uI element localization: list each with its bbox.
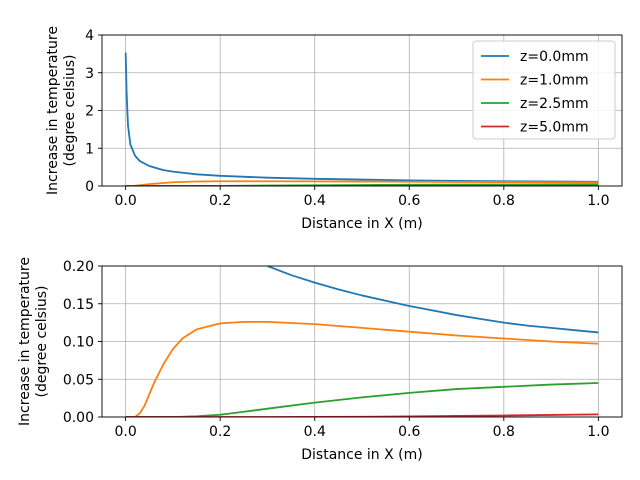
x-axis-label: Distance in X (m): [301, 216, 422, 232]
y-tick-label: 0.15: [63, 297, 94, 313]
x-tick-label: 0.4: [304, 424, 326, 440]
y-tick-label: 3: [85, 66, 94, 82]
x-tick-label: 0.0: [115, 193, 137, 209]
y-tick-label: 4: [85, 28, 94, 44]
legend-label: z=1.0mm: [520, 73, 589, 89]
x-tick-label: 0.2: [209, 193, 231, 209]
y-tick-label: 0.10: [63, 335, 94, 351]
x-tick-label: 0.4: [304, 193, 326, 209]
series-line-z-0-0mm: [267, 266, 599, 334]
y-tick-label: 1: [85, 141, 94, 157]
y-tick-label: 2: [85, 104, 94, 120]
x-tick-label: 0.8: [493, 424, 515, 440]
y-tick-label: 0.00: [63, 410, 94, 426]
legend-label: z=0.0mm: [520, 49, 589, 65]
x-tick-label: 1.0: [587, 424, 609, 440]
legend: z=0.0mm z=1.0mm z=2.5mm z=5.0mm: [472, 40, 616, 140]
series-line-z-0-0mm: [124, 52, 599, 183]
series-line-z-1-0mm: [125, 180, 599, 186]
x-tick-label: 1.0: [587, 193, 609, 209]
x-tick-label: 0.6: [398, 424, 420, 440]
top-chart: 0.0 0.2 0.4 0.6 0.8 1.0 0 1 2 3 4 Distance in X (m)…: [45, 26, 623, 232]
x-tick-label: 0.0: [115, 424, 137, 440]
y-tick-label: 0.05: [63, 372, 94, 388]
x-tick-label: 0.2: [209, 424, 231, 440]
y-axis-label: Increase in temperature(degree celsius): [45, 26, 78, 195]
y-axis-label: Increase in temperature(degree celsius): [17, 257, 50, 426]
legend-label: z=5.0mm: [520, 120, 589, 136]
x-axis-label: Distance in X (m): [301, 447, 422, 463]
x-tick-label: 0.6: [398, 193, 420, 209]
y-tick-label: 0.20: [63, 259, 94, 275]
bottom-chart: 0.0 0.2 0.4 0.6 0.8 1.0 0.00 0.05 0.10 0.15 0.20 Di…: [17, 257, 623, 463]
x-tick-label: 0.8: [493, 193, 515, 209]
series-line-z-1-0mm: [125, 320, 599, 417]
legend-label: z=2.5mm: [520, 96, 589, 112]
y-tick-label: 0: [85, 179, 94, 195]
